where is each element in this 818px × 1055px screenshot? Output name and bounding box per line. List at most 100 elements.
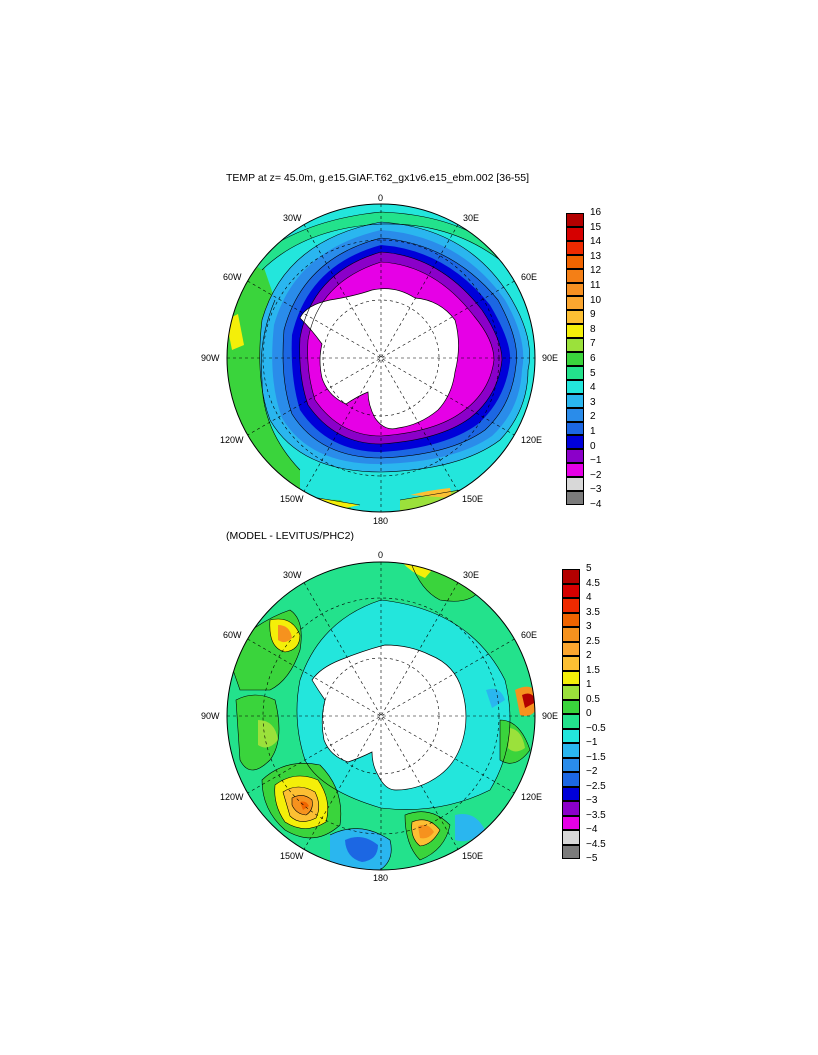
panel2-colorbar-segment: [562, 728, 580, 743]
panel1-colorbar-segment: [566, 491, 584, 505]
panel1-colorbar-tick-label: 9: [590, 309, 596, 321]
panel1-colorbar-segment: [566, 310, 584, 325]
panel2-map-border: [226, 561, 536, 871]
panel1-colorbar-tick-label: 5: [590, 367, 596, 379]
panel2-lon-150e: 150E: [462, 851, 484, 861]
panel1-colorbar-segment: [566, 296, 584, 311]
panel2-colorbar-tick-label: −2.5: [586, 780, 606, 792]
panel1-title: TEMP at z= 45.0m, g.e15.GIAF.T62_gx1v6.e…: [226, 172, 530, 184]
panel1-lon-30w: 30W: [283, 213, 302, 223]
panel1-colorbar-segment: [566, 268, 584, 283]
panel2-colorbar-segment: [562, 844, 580, 859]
panel2-colorbar-tick-label: −1: [586, 737, 598, 748]
panel1-colorbar-tick-label: 10: [590, 294, 602, 306]
panel2-lon-150w: 150W: [280, 851, 304, 861]
panel2-colorbar-segment: [562, 815, 580, 830]
panel1-graticule: [227, 204, 535, 512]
panel2-colorbar-tick-label: 1: [586, 679, 592, 690]
panel1-colorbar: [566, 213, 584, 505]
panel2-colorbar-tick-label: 0.5: [586, 693, 600, 705]
panel1-colorbar-tick-label: 13: [590, 250, 602, 262]
panel2-colorbar-segment: [562, 699, 580, 714]
panel1-colorbar-segment: [566, 282, 584, 297]
panel2-lon-90e: 90E: [542, 711, 559, 721]
panel2-lon-120e: 120E: [521, 792, 543, 802]
panel2-colorbar-tick-label: 4.5: [586, 577, 600, 589]
panel2-colorbar-tick-label: −4.5: [586, 838, 606, 850]
panel2-lon-30w: 30W: [283, 570, 302, 580]
panel1-colorbar-tick-label: 14: [590, 236, 602, 248]
panel1-colorbar-segment: [566, 324, 584, 339]
panel2-colorbar-tick-label: 3: [586, 621, 592, 632]
panel1-colorbar-segment: [566, 352, 584, 366]
panel1-colorbar-tick-label: 2: [590, 411, 596, 423]
panel1-colorbar-segment: [566, 477, 584, 492]
panel2-colorbar-segment: [562, 743, 580, 758]
panel2-colorbar-segment: [562, 641, 580, 656]
panel1-lon-60w: 60W: [223, 272, 242, 282]
panel2-colorbar-segment: [562, 627, 580, 642]
panel1-field: [227, 204, 535, 512]
panel1-colorbar-segment: [566, 421, 584, 436]
panel1-colorbar-segment: [566, 463, 584, 478]
panel1-colorbar-tick-label: 11: [590, 280, 601, 291]
panel2-colorbar-segment: [562, 583, 580, 598]
panel1-colorbar-segment: [566, 226, 584, 241]
panel1-colorbar-segment: [566, 379, 584, 394]
panel1-colorbar-segment: [566, 338, 584, 353]
panel2-colorbar-segment: [562, 757, 580, 772]
panel2-colorbar-tick-label: −4: [586, 824, 598, 835]
panel1-colorbar-tick-label: 0: [590, 440, 596, 452]
panel1-colorbar-tick-label: 3: [590, 396, 596, 408]
panel2-colorbar-tick-label: −5: [586, 853, 598, 864]
panel2-lon-60w: 60W: [223, 630, 242, 640]
panel1-colorbar-tick-label: 4: [590, 382, 596, 394]
panel1-colorbar-segment: [566, 449, 584, 464]
panel2-colorbar-segment: [562, 670, 580, 685]
panel1-colorbar-tick-label: 16: [590, 207, 602, 218]
panel1-colorbar-tick-label: −3: [590, 484, 602, 496]
panel2-lon-60e: 60E: [521, 630, 538, 640]
panel2-colorbar-segment: [562, 598, 580, 613]
panel2-colorbar-tick-label: −0.5: [586, 722, 606, 734]
panel1-colorbar-segment: [566, 254, 584, 269]
panel1-colorbar-segment: [566, 393, 584, 408]
panel2-colorbar-tick-label: −3.5: [586, 809, 606, 821]
panel1-colorbar-tick-label: −4: [590, 499, 602, 510]
panel2-title: (MODEL - LEVITUS/PHC2): [226, 530, 354, 542]
panel2-colorbar-segment: [562, 714, 580, 729]
panel2-colorbar-tick-label: −2: [586, 766, 598, 777]
panel1-lon-180: 180: [373, 516, 389, 526]
panel1-colorbar-segment: [566, 365, 584, 380]
panel2-colorbar-segment: [562, 830, 580, 845]
panel2-colorbar-tick-label: 3.5: [586, 606, 600, 618]
panel2-colorbar-tick-label: 2: [586, 650, 592, 661]
panel1-colorbar-tick-label: 8: [590, 323, 596, 335]
panel2-colorbar-tick-label: 4: [586, 592, 592, 603]
panel2-lon-30e: 30E: [463, 570, 480, 580]
panel1-lon-0: 0: [378, 193, 384, 203]
panel2-colorbar-tick-label: 0: [586, 708, 592, 719]
panel1-lon-120w: 120W: [220, 435, 244, 445]
panel2-colorbar-segment: [562, 772, 580, 787]
panel2-graticule: [227, 562, 535, 870]
panel1-colorbar-segment: [566, 435, 584, 450]
panel2-colorbar-segment: [562, 685, 580, 700]
panel1-lon-120e: 120E: [521, 435, 543, 445]
panel1-lon-90e: 90E: [542, 353, 559, 363]
panel2-colorbar-tick-label: −1.5: [586, 751, 606, 763]
panel1-colorbar-tick-label: 1: [590, 426, 596, 437]
panel2-colorbar: [562, 569, 580, 859]
panel1-map-border: [226, 203, 536, 513]
panel2-lon-0: 0: [378, 550, 384, 560]
panel2-colorbar-segment: [562, 656, 580, 671]
panel2-lon-90w: 90W: [201, 711, 220, 721]
panel1-lon-30e: 30E: [463, 213, 480, 223]
panel1-lon-150e: 150E: [462, 494, 484, 504]
panel1-colorbar-tick-label: 12: [590, 265, 602, 277]
panel1-colorbar-tick-label: 6: [590, 353, 596, 364]
panel2-colorbar-tick-label: 1.5: [586, 664, 600, 676]
panel2-colorbar-segment: [562, 801, 580, 816]
